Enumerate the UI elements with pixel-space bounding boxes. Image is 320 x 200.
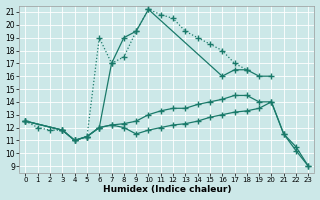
X-axis label: Humidex (Indice chaleur): Humidex (Indice chaleur) [103,185,231,194]
